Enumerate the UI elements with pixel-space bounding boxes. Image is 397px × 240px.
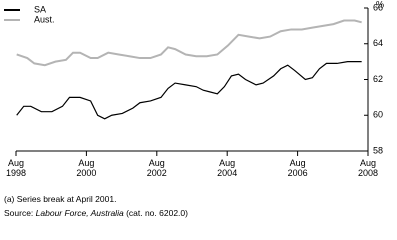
x-tick-label: Aug 2004 <box>217 158 238 178</box>
x-tick-label: Aug 2002 <box>146 158 167 178</box>
x-tick-label: Aug 2006 <box>287 158 308 178</box>
source-title: Labour Force, Australia <box>35 208 124 218</box>
source-suffix: (cat. no. 6202.0) <box>123 208 188 218</box>
footnote: (a) Series break at April 2001. <box>4 194 117 204</box>
series-line <box>16 19 362 67</box>
y-axis-label: % <box>376 0 384 9</box>
y-tick-label: 64 <box>373 38 383 48</box>
y-tick-label: 62 <box>373 74 383 84</box>
legend-label: Aust. <box>34 14 55 24</box>
x-tick-label: Aug 2008 <box>357 158 379 178</box>
y-tick-label: 58 <box>373 145 383 155</box>
legend-label: SA <box>34 4 46 14</box>
series-line <box>16 61 362 120</box>
chart: % 58 60 62 64 66 SA Aust. (a) Series break at … <box>4 0 384 218</box>
x-tick-label: Aug 2000 <box>76 158 97 178</box>
y-tick-label: 60 <box>373 110 383 120</box>
y-tick-label: 66 <box>373 2 383 12</box>
x-tick-label: Aug 1998 <box>5 158 27 178</box>
source-prefix: Source: <box>4 208 36 218</box>
source: Source: Labour Force, Australia (cat. no… <box>4 208 188 218</box>
